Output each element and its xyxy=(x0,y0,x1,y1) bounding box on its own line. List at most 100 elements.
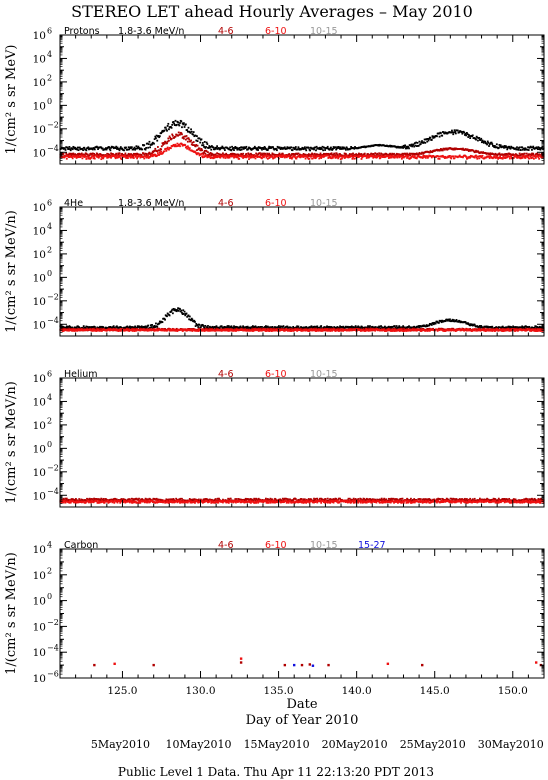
data-point xyxy=(353,147,356,150)
data-point xyxy=(74,146,77,149)
data-point xyxy=(472,328,475,331)
data-point xyxy=(389,152,392,155)
data-point xyxy=(477,150,479,153)
data-point xyxy=(196,153,198,156)
data-point xyxy=(297,152,300,155)
data-point xyxy=(187,137,190,139)
data-point xyxy=(420,153,423,155)
data-point xyxy=(331,155,334,157)
data-point xyxy=(277,154,280,157)
data-point xyxy=(149,146,151,149)
data-point xyxy=(227,327,230,329)
data-point xyxy=(65,154,68,157)
data-point xyxy=(223,147,226,150)
data-point xyxy=(106,152,109,155)
data-point xyxy=(524,157,527,159)
data-point xyxy=(484,140,487,143)
data-point xyxy=(181,313,184,315)
data-point xyxy=(469,324,472,327)
data-point xyxy=(288,154,291,157)
data-point xyxy=(385,153,388,156)
data-point xyxy=(185,312,188,315)
data-point xyxy=(294,147,297,150)
data-point xyxy=(162,143,164,146)
data-point xyxy=(175,123,178,126)
data-point xyxy=(496,154,499,157)
data-point xyxy=(97,148,99,150)
data-point xyxy=(104,147,107,150)
data-point xyxy=(164,318,166,321)
data-point xyxy=(439,148,442,150)
data-point xyxy=(345,155,348,158)
data-point xyxy=(518,152,521,155)
data-point xyxy=(269,146,272,148)
panel-frame xyxy=(59,206,545,337)
data-point xyxy=(162,141,165,144)
data-point xyxy=(244,147,247,149)
data-point xyxy=(296,326,299,329)
data-point xyxy=(465,156,468,158)
data-point xyxy=(498,157,501,159)
data-point xyxy=(315,328,318,331)
data-point xyxy=(214,153,217,156)
data-point xyxy=(521,153,524,156)
data-point xyxy=(151,152,153,155)
data-point xyxy=(390,330,393,332)
data-point xyxy=(493,146,496,148)
data-point xyxy=(518,154,520,157)
data-point xyxy=(277,326,280,328)
data-point xyxy=(265,156,268,159)
data-point xyxy=(326,328,328,331)
data-point xyxy=(340,155,343,158)
data-point xyxy=(313,148,315,151)
data-point xyxy=(184,138,187,141)
data-point xyxy=(285,154,287,157)
data-point xyxy=(116,325,118,328)
data-point xyxy=(76,148,79,151)
data-point xyxy=(458,328,461,331)
data-point xyxy=(469,323,472,326)
data-point xyxy=(264,152,267,155)
data-point xyxy=(289,155,292,157)
data-point xyxy=(302,326,305,329)
data-point xyxy=(195,322,198,325)
data-point xyxy=(513,155,516,158)
data-point xyxy=(537,156,540,159)
data-point xyxy=(447,156,450,158)
data-point xyxy=(330,157,333,160)
data-point xyxy=(477,151,480,153)
data-point xyxy=(240,148,243,151)
data-point xyxy=(166,140,169,143)
data-point xyxy=(277,325,280,327)
data-point xyxy=(182,136,185,138)
data-point xyxy=(266,157,269,160)
data-point xyxy=(438,135,441,138)
data-point xyxy=(196,324,199,327)
data-point xyxy=(197,148,200,151)
data-point xyxy=(183,312,185,315)
data-point xyxy=(516,146,518,149)
data-point xyxy=(163,129,166,132)
data-point xyxy=(80,152,83,155)
data-point xyxy=(483,329,486,332)
data-point xyxy=(525,329,528,332)
data-point xyxy=(127,146,130,149)
data-point xyxy=(305,155,308,157)
data-point xyxy=(240,146,243,149)
data-point xyxy=(77,156,80,159)
data-point xyxy=(192,133,194,136)
data-point xyxy=(138,325,140,328)
data-point xyxy=(533,330,536,332)
data-point xyxy=(319,148,322,151)
data-point xyxy=(294,156,297,159)
data-point xyxy=(158,154,161,156)
data-point xyxy=(233,156,235,159)
data-point xyxy=(115,156,118,159)
data-point xyxy=(267,155,270,157)
data-point xyxy=(250,152,252,155)
data-point xyxy=(343,327,346,330)
data-point xyxy=(542,148,544,151)
data-point xyxy=(188,138,191,141)
data-point xyxy=(183,137,185,140)
data-point xyxy=(310,325,313,328)
